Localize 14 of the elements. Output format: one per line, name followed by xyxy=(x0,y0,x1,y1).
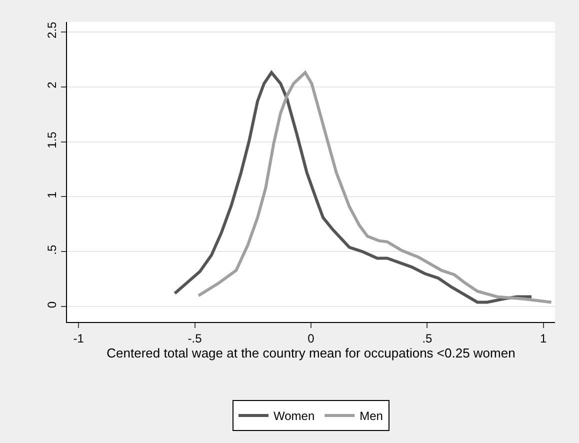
x-axis-title: Centered total wage at the country mean for occupations <0.25 women xyxy=(106,345,516,360)
x-tick-label: 1 xyxy=(540,331,548,346)
x-tick-label: -.5 xyxy=(188,331,202,346)
y-tick-label: 2 xyxy=(45,81,60,88)
x-tick-label: -1 xyxy=(73,331,84,346)
y-tick-label: 1 xyxy=(45,191,60,198)
y-tick-label: 2.5 xyxy=(45,21,60,38)
y-tick-label: 0 xyxy=(45,301,60,308)
y-tick-label: 1.5 xyxy=(45,131,60,148)
x-tick-label: 0 xyxy=(308,331,315,346)
y-tick-label: .5 xyxy=(45,244,60,255)
x-tick-label: .5 xyxy=(422,331,433,346)
legend-label: Women xyxy=(274,409,315,424)
legend-label: Men xyxy=(360,409,383,424)
